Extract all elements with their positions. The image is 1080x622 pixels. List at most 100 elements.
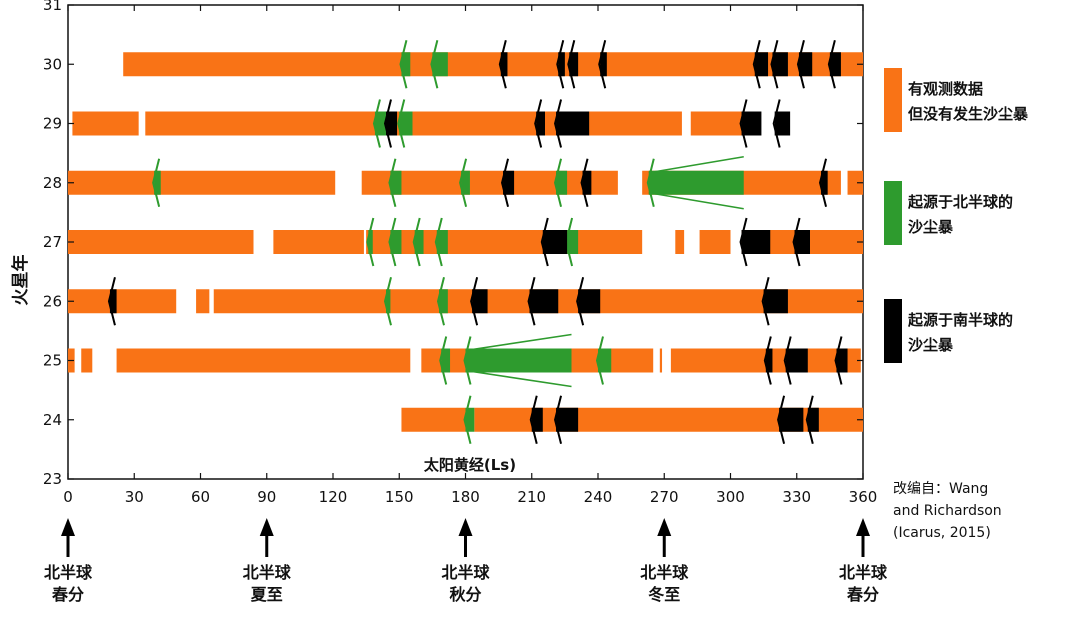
- north-storm: [648, 170, 744, 195]
- y-tick-label: 26: [43, 292, 62, 310]
- observed-segment: [401, 407, 466, 432]
- legend-label: 但没有发生沙尘暴: [907, 105, 1029, 123]
- legend-label: 沙尘暴: [908, 218, 954, 236]
- south-storm: [807, 407, 819, 432]
- north-storm: [465, 407, 475, 432]
- year-row-26: [68, 277, 863, 326]
- south-storm-marker: [540, 217, 549, 267]
- south-storm: [503, 170, 515, 195]
- south-storm: [754, 52, 769, 77]
- year-row-30: [123, 40, 864, 89]
- legend-label: 有观测数据: [908, 80, 983, 98]
- south-storm-marker: [529, 395, 538, 444]
- north-storm: [432, 52, 448, 77]
- storm-expansion-line-upper: [648, 155, 744, 174]
- season-label: 北半球: [44, 563, 93, 582]
- north-storm-marker: [434, 217, 443, 267]
- south-storm: [386, 111, 398, 136]
- south-storm: [472, 289, 488, 314]
- year-row-27: [68, 217, 863, 267]
- y-tick-label: 28: [43, 174, 62, 192]
- south-storm-marker: [783, 336, 792, 385]
- north-storm: [374, 111, 386, 136]
- y-tick-label: 30: [43, 55, 62, 73]
- north-storm-marker: [595, 336, 604, 385]
- south-storm: [556, 111, 590, 136]
- south-storm-marker: [527, 277, 536, 326]
- south-storm-marker: [107, 277, 116, 326]
- season-label: 冬至: [648, 585, 680, 604]
- south-storm: [829, 52, 841, 77]
- y-tick-label: 31: [43, 0, 62, 14]
- storm-expansion-line-upper: [465, 333, 572, 352]
- south-storm: [529, 289, 559, 314]
- x-tick-label: 0: [63, 488, 73, 506]
- observed-segment: [690, 111, 742, 136]
- south-storm: [569, 52, 579, 77]
- north-storm-marker: [439, 336, 448, 385]
- source-line: (Icarus, 2015): [893, 525, 991, 541]
- x-tick-label: 270: [650, 488, 679, 506]
- season-label: 秋分: [449, 585, 481, 604]
- north-storm: [390, 230, 402, 254]
- north-storm-marker: [388, 217, 397, 267]
- north-storm-marker: [397, 99, 406, 148]
- north-storm-marker: [152, 158, 161, 207]
- south-storm: [531, 407, 543, 432]
- year-bars: [68, 40, 864, 444]
- season-label: 春分: [846, 585, 879, 604]
- north-storm: [436, 230, 448, 254]
- south-storm: [798, 52, 813, 77]
- south-storm-marker: [796, 40, 805, 89]
- south-storm: [763, 289, 788, 314]
- year-row-25: [68, 336, 861, 385]
- storm-expansion-line-lower: [465, 369, 572, 388]
- x-tick-label: 210: [517, 488, 546, 506]
- south-storm-marker: [556, 40, 565, 89]
- south-storm-marker: [567, 40, 576, 89]
- south-storm: [556, 407, 579, 432]
- up-arrow-icon: [458, 518, 473, 536]
- observed-segment: [81, 348, 93, 373]
- observed-segment: [68, 170, 336, 195]
- south-storm: [578, 289, 601, 314]
- north-storm: [414, 230, 424, 254]
- observed-segment: [659, 348, 663, 373]
- up-arrow-icon: [259, 518, 274, 536]
- observed-segment: [123, 52, 864, 77]
- source-line: 改编自：Wang: [893, 481, 988, 497]
- south-storm-marker: [501, 158, 510, 207]
- north-storm: [368, 230, 373, 254]
- north-storm-marker: [388, 158, 397, 207]
- observed-segment: [675, 230, 685, 254]
- south-storm-marker: [805, 395, 814, 444]
- year-row-29: [72, 99, 791, 148]
- south-storm-marker: [580, 158, 589, 207]
- legend-swatch: [884, 181, 902, 245]
- north-storm: [401, 52, 411, 77]
- south-storm: [558, 52, 565, 77]
- north-storm: [461, 170, 470, 195]
- south-storm-marker: [834, 336, 843, 385]
- north-storm: [154, 170, 161, 195]
- observed-segment: [699, 230, 731, 254]
- season-label: 北半球: [640, 563, 689, 582]
- year-row-24: [401, 395, 863, 444]
- south-storm-marker: [777, 395, 786, 444]
- legend-label: 起源于南半球的: [907, 311, 1013, 329]
- south-storm-marker: [819, 158, 828, 207]
- south-storm: [109, 289, 117, 314]
- season-label: 北半球: [441, 563, 490, 582]
- south-storm-marker: [739, 217, 748, 267]
- north-storm-marker: [383, 277, 392, 326]
- season-label: 北半球: [243, 563, 292, 582]
- south-storm: [765, 348, 773, 373]
- y-tick-label: 23: [43, 470, 62, 488]
- north-storm-marker: [463, 395, 472, 444]
- south-storm: [785, 348, 808, 373]
- source-note: 改编自：Wang and Richardson (Icarus, 2015): [893, 481, 1002, 541]
